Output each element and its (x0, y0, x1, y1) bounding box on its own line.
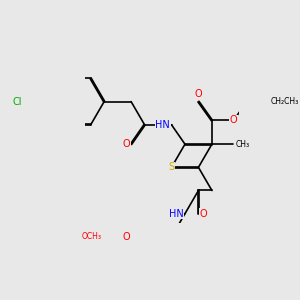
Text: HN: HN (169, 209, 184, 219)
Text: CH₂CH₃: CH₂CH₃ (271, 97, 299, 106)
Text: CH₃: CH₃ (236, 140, 250, 149)
Text: O: O (122, 139, 130, 149)
Text: Cl: Cl (13, 97, 22, 106)
Text: O: O (122, 232, 130, 242)
Text: O: O (200, 209, 207, 219)
Text: O: O (195, 89, 202, 99)
Text: S: S (168, 162, 175, 172)
Text: HN: HN (155, 120, 170, 130)
Text: OCH₃: OCH₃ (82, 232, 102, 241)
Text: O: O (230, 116, 237, 125)
